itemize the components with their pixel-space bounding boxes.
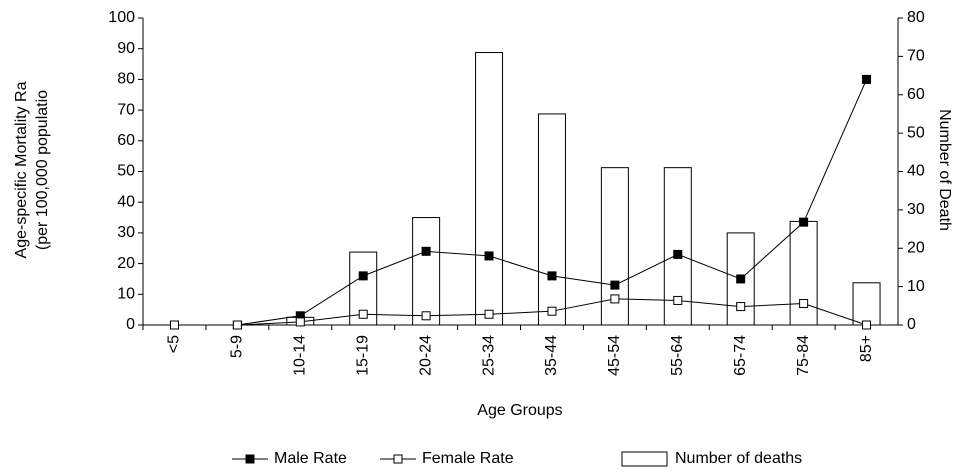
marker [736, 274, 746, 284]
x-tick-label: 25-34 [480, 335, 497, 376]
y-axis-title: Age-specific Mortality Ra [13, 81, 30, 258]
bar [852, 282, 881, 326]
x-tick-label: 65-74 [732, 335, 749, 376]
marker [232, 320, 242, 330]
y2-tick-label: 70 [907, 48, 925, 65]
marker [862, 74, 872, 84]
marker [421, 311, 431, 321]
y-tick-label: 50 [117, 163, 135, 180]
marker [547, 306, 557, 316]
y-tick-label: 0 [126, 316, 135, 333]
marker [799, 217, 809, 227]
marker [673, 295, 683, 305]
x-tick-label: 20-24 [417, 335, 434, 376]
bar [537, 113, 566, 326]
marker [358, 309, 368, 319]
marker [295, 317, 305, 327]
legend-label: Male Rate [274, 450, 347, 467]
bar [349, 251, 378, 326]
y-tick-label: 30 [117, 224, 135, 241]
marker [736, 302, 746, 312]
x-tick-label: 55-64 [669, 335, 686, 376]
x-axis-title: Age Groups [477, 402, 562, 419]
marker [799, 299, 809, 309]
marker [421, 246, 431, 256]
y2-tick-label: 30 [907, 201, 925, 218]
y-tick-label: 60 [117, 132, 135, 149]
y-tick-label: 40 [117, 193, 135, 210]
x-tick-label: 75-84 [795, 335, 812, 376]
y-axis-title: (per 100,000 populatio [34, 90, 51, 250]
y-tick-label: 80 [117, 71, 135, 88]
legend-swatch [245, 454, 255, 464]
marker [484, 251, 494, 261]
x-tick-label: 85+ [858, 335, 875, 362]
legend-label: Number of deaths [675, 450, 802, 467]
y-tick-label: 20 [117, 255, 135, 272]
legend-swatch [393, 454, 403, 464]
x-tick-label: <5 [166, 335, 183, 353]
y2-tick-label: 80 [907, 9, 925, 26]
y-tick-label: 70 [117, 101, 135, 118]
y2-tick-label: 0 [907, 316, 916, 333]
x-tick-label: 5-9 [229, 335, 246, 358]
y2-axis-title: Number of Death [936, 109, 953, 231]
y2-tick-label: 50 [907, 124, 925, 141]
bar [412, 217, 441, 326]
x-tick-label: 15-19 [354, 335, 371, 376]
legend-label: Female Rate [422, 450, 514, 467]
marker [862, 320, 872, 330]
marker [547, 271, 557, 281]
marker [610, 294, 620, 304]
marker [358, 271, 368, 281]
line [174, 298, 867, 326]
bar [475, 52, 504, 326]
y2-tick-label: 20 [907, 239, 925, 256]
x-tick-label: 35-44 [543, 335, 560, 376]
marker [610, 280, 620, 290]
line [174, 79, 867, 326]
y2-tick-label: 40 [907, 163, 925, 180]
marker [484, 309, 494, 319]
legend-swatch [621, 451, 668, 467]
marker [673, 249, 683, 259]
y-tick-label: 10 [117, 286, 135, 303]
y2-tick-label: 10 [907, 278, 925, 295]
bar [789, 220, 818, 326]
y-tick-label: 90 [117, 40, 135, 57]
marker [169, 320, 179, 330]
x-tick-label: 45-54 [606, 335, 623, 376]
y-tick-label: 100 [108, 9, 135, 26]
x-tick-label: 10-14 [292, 335, 309, 376]
y2-tick-label: 60 [907, 86, 925, 103]
